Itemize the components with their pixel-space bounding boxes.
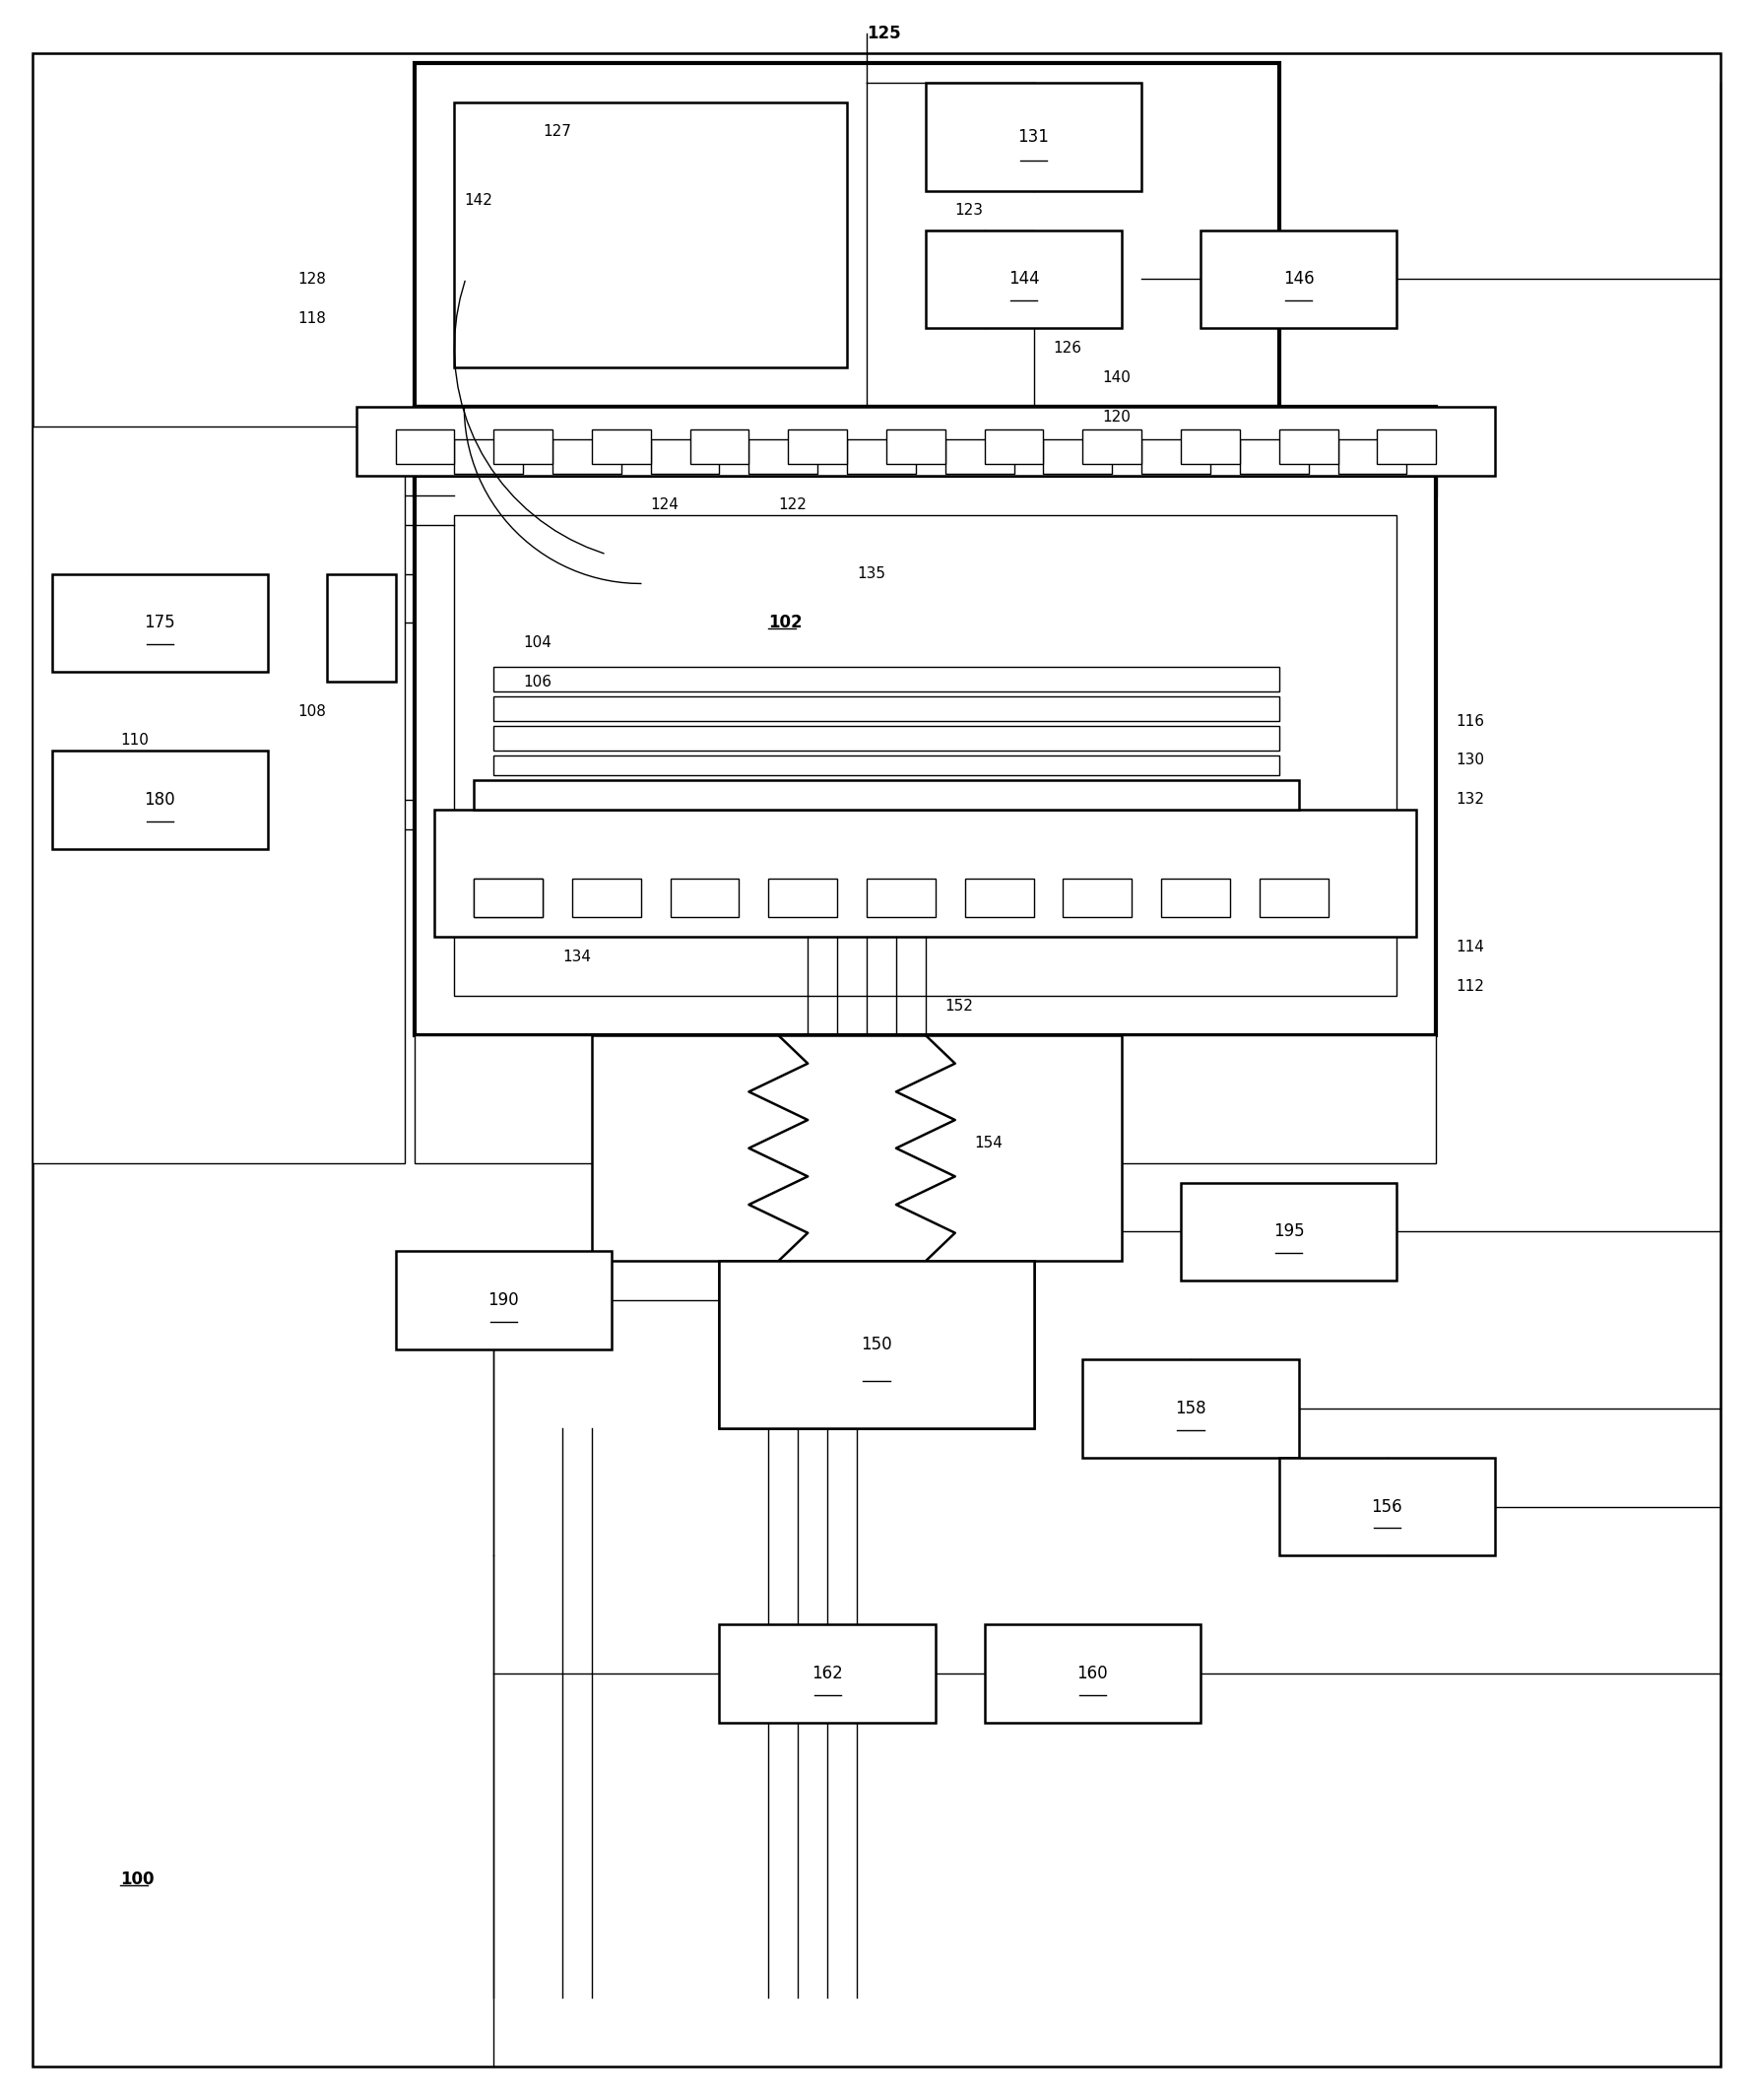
Bar — [1160, 878, 1231, 918]
Text: 175: 175 — [144, 613, 175, 632]
Bar — [1062, 878, 1132, 918]
Bar — [964, 878, 1034, 918]
Bar — [1378, 428, 1436, 464]
Bar — [494, 756, 1280, 775]
Text: 134: 134 — [563, 949, 591, 964]
Bar — [1141, 439, 1210, 475]
Bar — [454, 103, 847, 368]
Text: 144: 144 — [1008, 271, 1040, 288]
Text: 180: 180 — [144, 792, 175, 809]
Bar — [1083, 1359, 1299, 1457]
Bar — [985, 1625, 1201, 1722]
Bar — [396, 1252, 612, 1350]
Text: 102: 102 — [768, 613, 803, 632]
Bar — [593, 428, 650, 464]
Bar — [670, 878, 740, 918]
Bar — [847, 439, 915, 475]
Bar — [396, 428, 454, 464]
Bar — [926, 231, 1122, 328]
Bar — [866, 878, 936, 918]
Bar — [1259, 878, 1329, 918]
Bar — [454, 439, 522, 475]
Bar — [53, 573, 268, 672]
Bar — [435, 809, 1416, 937]
Bar — [749, 439, 817, 475]
Bar — [1280, 1457, 1495, 1556]
Text: 195: 195 — [1273, 1222, 1304, 1241]
Bar — [473, 878, 543, 918]
Bar — [494, 428, 552, 464]
Bar — [1083, 428, 1141, 464]
Text: 125: 125 — [866, 25, 901, 42]
Bar — [494, 727, 1280, 750]
Bar — [719, 1262, 1034, 1428]
Bar — [593, 1035, 1122, 1262]
Text: 131: 131 — [1018, 128, 1050, 145]
Text: 108: 108 — [298, 704, 326, 718]
Text: 158: 158 — [1175, 1399, 1206, 1418]
Bar — [650, 439, 719, 475]
Bar — [494, 668, 1280, 691]
Bar — [985, 428, 1043, 464]
Text: 127: 127 — [543, 124, 571, 139]
Text: 146: 146 — [1283, 271, 1315, 288]
Bar — [1239, 439, 1308, 475]
Text: 124: 124 — [650, 498, 678, 512]
Text: 142: 142 — [465, 193, 493, 208]
Text: 132: 132 — [1455, 792, 1485, 806]
Text: 116: 116 — [1455, 714, 1485, 729]
Bar — [789, 428, 847, 464]
Bar — [1182, 1182, 1397, 1281]
Bar — [719, 1625, 936, 1722]
Bar — [494, 697, 1280, 720]
Bar — [415, 1035, 1436, 1163]
Bar — [415, 475, 1436, 1035]
Text: 123: 123 — [955, 204, 983, 218]
Text: 140: 140 — [1103, 370, 1131, 384]
Bar — [1182, 428, 1239, 464]
Text: 126: 126 — [1054, 340, 1082, 355]
Text: 130: 130 — [1455, 754, 1485, 769]
Bar — [768, 878, 838, 918]
Bar — [945, 439, 1013, 475]
Text: 128: 128 — [298, 271, 326, 286]
Bar — [1280, 428, 1338, 464]
Text: 110: 110 — [121, 733, 149, 748]
Bar — [53, 750, 268, 848]
Bar — [32, 426, 405, 1163]
Text: 122: 122 — [778, 498, 806, 512]
Text: 106: 106 — [522, 674, 552, 689]
Text: 156: 156 — [1371, 1497, 1402, 1516]
Bar — [326, 573, 396, 683]
Bar — [926, 82, 1141, 191]
Bar — [1338, 439, 1406, 475]
Text: 118: 118 — [298, 311, 326, 326]
Text: 190: 190 — [487, 1292, 519, 1308]
Text: 135: 135 — [857, 567, 885, 582]
Bar — [435, 422, 1416, 481]
Text: 154: 154 — [975, 1136, 1003, 1151]
Bar — [454, 514, 1397, 995]
Text: 162: 162 — [812, 1665, 843, 1682]
Bar — [356, 407, 1495, 475]
Text: 100: 100 — [121, 1871, 154, 1888]
Text: 160: 160 — [1076, 1665, 1108, 1682]
Text: 152: 152 — [945, 998, 973, 1012]
Bar — [571, 878, 642, 918]
Bar — [691, 428, 749, 464]
Bar — [1201, 231, 1397, 328]
Bar — [887, 428, 945, 464]
Text: 150: 150 — [861, 1336, 892, 1352]
Text: 120: 120 — [1103, 410, 1131, 424]
Bar — [415, 63, 1280, 407]
Text: 112: 112 — [1455, 979, 1485, 993]
Bar — [415, 407, 1436, 496]
Text: 114: 114 — [1455, 939, 1485, 953]
Bar — [552, 439, 621, 475]
Bar — [1043, 439, 1111, 475]
Bar — [473, 878, 543, 918]
Text: 104: 104 — [522, 634, 552, 649]
Bar — [719, 1262, 1034, 1428]
Bar — [473, 779, 1299, 809]
